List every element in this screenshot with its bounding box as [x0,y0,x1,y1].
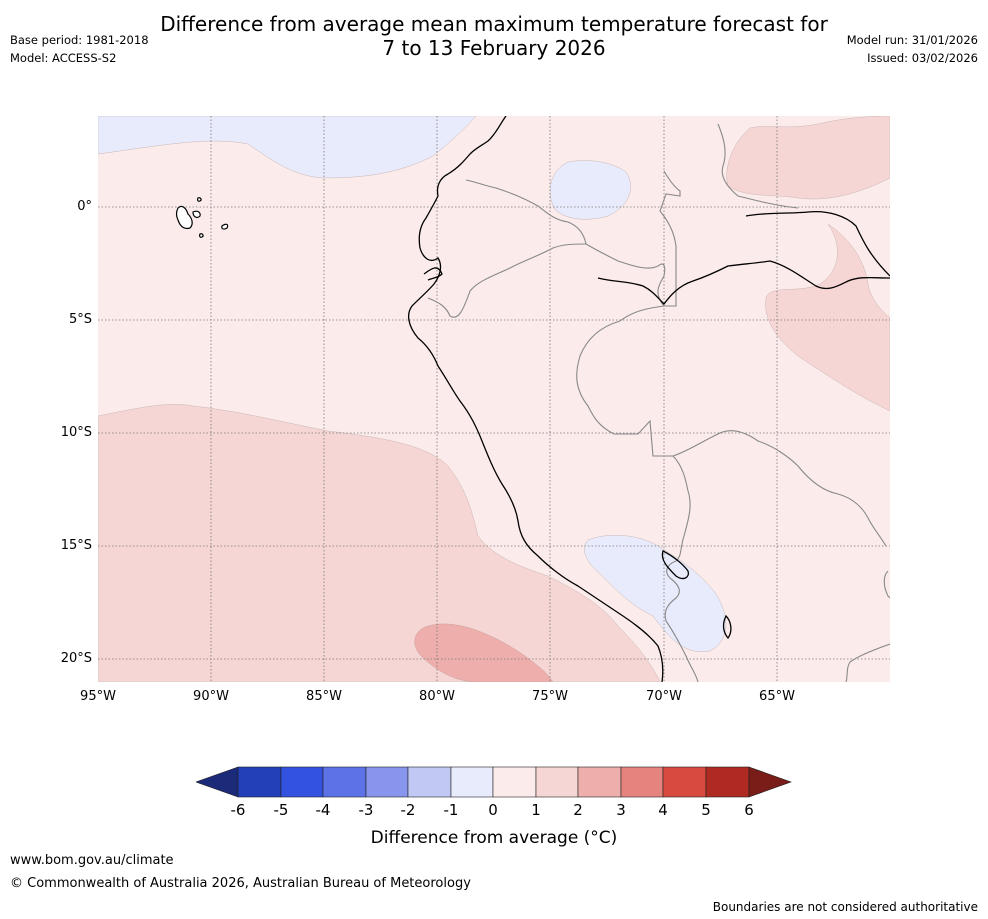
colorbar-bin-9 [577,766,622,798]
colorbar-tick: 4 [658,801,668,819]
title-line-1: Difference from average mean maximum tem… [160,12,828,36]
colorbar-bin-3 [322,766,367,798]
colorbar-arrow-high [748,766,792,798]
border-paraguay-brazil [845,643,890,682]
lon-label-80w: 80°W [419,689,455,704]
colorbar-bin-2 [280,766,324,798]
lon-label-75w: 75°W [532,689,568,704]
colorbar-bin-6 [450,766,494,798]
colorbar-tick: 5 [701,801,711,819]
anomaly-zone-cool-northwest [98,116,477,179]
coastline-amazon-river [597,260,890,305]
lat-label-10s: 10°S [60,425,92,440]
border-brazil-bolivia [672,430,887,547]
map-title: Difference from average mean maximum tem… [0,12,988,60]
lake-titicaca [661,550,689,580]
colorbar-bin-11 [662,766,707,798]
coastline-rio-negro [745,210,890,277]
island-santiago [197,197,202,202]
colorbar-bin-1 [237,766,282,798]
anomaly-zone-warm-northeast [726,116,890,200]
model-run: Model run: 31/01/2026 [846,33,978,47]
title-line-2: 7 to 13 February 2026 [382,36,606,60]
lon-label-85w: 85°W [306,689,342,704]
border-bolivia-chile [665,620,699,682]
anomaly-zone-cool-altiplano [584,535,727,653]
lon-label-70w: 70°W [646,689,682,704]
coastline-caribbean-gulf [423,267,443,281]
border-peru-bolivia [664,490,691,622]
colorbar-bin-10 [620,766,664,798]
colorbar-tick: -3 [358,801,374,819]
colorbar-bin-5 [407,766,452,798]
lat-label-5s: 5°S [68,312,92,327]
coastlines [407,116,890,682]
lat-label-20s: 20°S [60,651,92,666]
colorbar-bin-4 [365,766,409,798]
meta-right: Model run: 31/01/2026 Issued: 03/02/2026 [847,33,978,69]
border-colombia-venezuela [659,170,681,307]
footer-disclaimer: Boundaries are not considered authoritat… [712,900,978,914]
colorbar-arrow-low [196,766,239,798]
border-bolivia-paraguay [883,570,890,599]
island-san-cristobal [221,223,229,230]
lake-poopo [722,614,732,640]
border-colombia-peru [585,243,666,307]
forecast-map [98,116,890,682]
footer-copyright: © Commonwealth of Australia 2026, Austra… [10,876,471,891]
coastline-pacific [407,116,664,682]
anomaly-zone-cool-amazon [549,160,631,220]
colorbar-tick: -1 [443,801,459,819]
model-name: Model: ACCESS-S2 [10,51,117,65]
anomaly-zone-warm-east [765,223,890,412]
border-colombia-ecuador [465,179,587,245]
colorbar-tick: -6 [230,801,246,819]
colorbar-tick: -4 [315,801,331,819]
colorbar-label: Difference from average (°C) [370,828,618,848]
island-isabela [175,205,193,230]
anomaly-zone-warm-southwest [98,404,661,682]
lat-label-0: 0° [77,199,92,214]
island-floreana [199,233,204,238]
country-borders [427,123,890,682]
lon-label-90w: 90°W [193,689,229,704]
meta-left: Base period: 1981-2018 Model: ACCESS-S2 [10,33,149,69]
colorbar-bin-8 [535,766,579,798]
lon-label-65w: 65°W [759,689,795,704]
base-period: Base period: 1981-2018 [10,33,149,47]
island-santa-cruz [192,210,201,218]
border-venezuela-brazil [717,123,799,209]
galapagos-islands [175,197,229,238]
colorbar-tick: 0 [488,801,498,819]
gridlines [98,116,890,682]
colorbar-tick: -5 [273,801,289,819]
colorbar-tick: 2 [573,801,583,819]
anomaly-zone-warm-core [414,623,554,682]
colorbar-tick: -2 [400,801,416,819]
lat-label-15s: 15°S [60,538,92,553]
colorbar-tick: 3 [616,801,626,819]
colorbar-bin-7 [492,766,537,798]
footer-url[interactable]: www.bom.gov.au/climate [10,853,174,868]
colorbar-tick: 6 [744,801,754,819]
colorbar-tick: 1 [531,801,541,819]
colorbar [196,766,792,798]
border-ecuador-peru [427,243,587,318]
lon-label-95w: 95°W [80,689,116,704]
colorbar-bin-12 [705,766,750,798]
issued-date: Issued: 03/02/2026 [867,51,978,65]
